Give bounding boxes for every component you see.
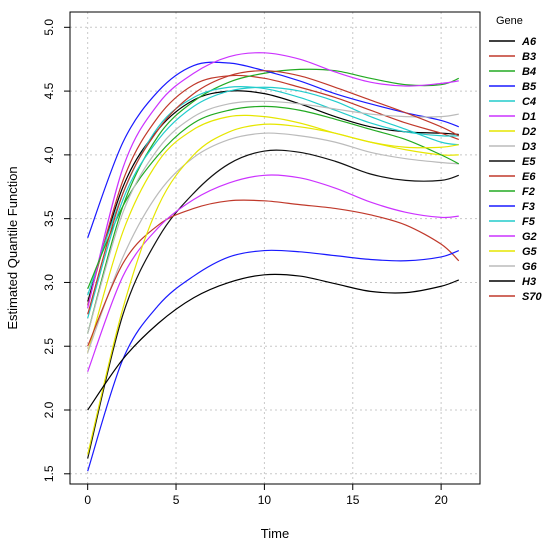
grid [70,12,480,484]
x-axis-title: Time [261,526,289,541]
series-line-h3 [87,273,460,411]
legend-label-b5: B5 [522,81,537,93]
legend: Gene A6 B3 B4 B5 C4 D1 D2 D3 E5 E6 F2 F3 F5 G2 G5 G6 H3 S… [489,15,542,303]
series-line-d2 [87,114,459,353]
y-tick-label: 2.5 [42,338,56,355]
y-axis: 1.5 2.0 2.5 3.0 3.5 4.0 4.5 5.0 [42,19,70,482]
series-line-e5 [87,149,459,459]
y-axis-title: Estimated Quantile Function [5,166,20,329]
legend-label-d2: D2 [522,126,536,138]
series-line-d1 [87,52,459,309]
legend-label-a6: A6 [521,36,537,48]
x-tick-label: 15 [346,493,360,507]
x-tick-label: 5 [173,493,180,507]
series-line-b3 [87,74,459,306]
y-tick-label: 3.5 [42,210,56,227]
legend-label-g6: G6 [522,261,538,273]
series-line-g2 [87,174,459,372]
x-axis: 0 5 10 15 20 [84,484,448,507]
legend-label-g5: G5 [522,246,538,258]
series-line-d3 [87,132,459,353]
y-tick-label: 4.0 [42,146,56,163]
y-tick-label: 3.0 [42,274,56,291]
legend-label-s70: S70 [522,291,542,303]
legend-label-d1: D1 [522,111,536,123]
series-line-g5 [87,123,459,455]
legend-label-d3: D3 [522,141,536,153]
legend-label-e5: E5 [522,156,536,168]
legend-title: Gene [496,15,523,27]
legend-label-f3: F3 [522,201,535,213]
series-line-f3 [87,249,460,472]
y-tick-label: 1.5 [42,465,56,482]
x-tick-label: 20 [434,493,448,507]
series-line-f2 [87,105,460,290]
y-tick-label: 5.0 [42,19,56,36]
legend-label-b4: B4 [522,66,536,78]
x-tick-label: 10 [258,493,272,507]
legend-label-f5: F5 [522,216,536,228]
legend-label-e6: E6 [522,171,536,183]
legend-label-g2: G2 [522,231,537,243]
series-line-g6 [87,100,459,334]
y-tick-label: 2.0 [42,401,56,418]
legend-label-f2: F2 [522,186,535,198]
legend-label-h3: H3 [522,276,536,288]
plot-border [69,11,481,485]
series-line-s70 [87,70,460,315]
series-line-e6 [87,199,460,347]
series-line-f5 [87,86,459,319]
legend-label-c4: C4 [522,96,536,108]
y-tick-label: 4.5 [42,82,56,99]
legend-label-b3: B3 [522,51,536,63]
x-tick-label: 0 [84,493,91,507]
series-lines [87,52,460,472]
